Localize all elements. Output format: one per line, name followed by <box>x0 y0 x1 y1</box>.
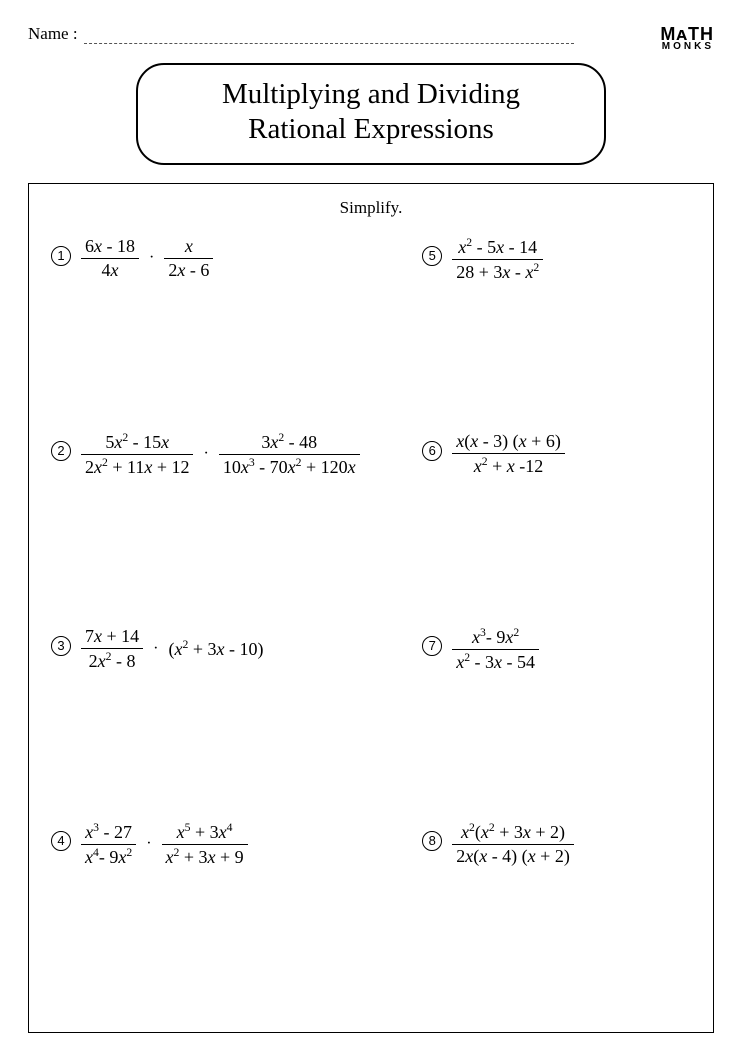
expression: x(x - 3) (x + 6)x2 + x -12 <box>452 431 565 477</box>
multiply-dot: · <box>201 445 210 463</box>
fraction: x2x - 6 <box>164 236 213 281</box>
expression: x2 - 5x - 1428 + 3x - x2 <box>452 236 543 283</box>
title-box: Multiplying and Dividing Rational Expres… <box>136 63 606 165</box>
problem-3: 3 7x + 142x2 - 8 · (x2 + 3x - 10) <box>51 622 422 817</box>
problem-number: 4 <box>51 831 71 851</box>
expression: 5x2 - 15x2x2 + 11x + 12 · 3x2 - 4810x3 -… <box>81 431 360 478</box>
worksheet-box: Simplify. 1 6x - 184x · x2x - 6 5 x2 - 5… <box>28 183 714 1033</box>
problem-8: 8 x2(x2 + 3x + 2)2x(x - 4) (x + 2) <box>422 817 691 1012</box>
problems-grid: 1 6x - 184x · x2x - 6 5 x2 - 5x - 1428 +… <box>51 232 691 1012</box>
problem-2: 2 5x2 - 15x2x2 + 11x + 12 · 3x2 - 4810x3… <box>51 427 422 622</box>
fraction: x2 - 5x - 1428 + 3x - x2 <box>452 236 543 283</box>
term: (x2 + 3x - 10) <box>168 638 263 660</box>
expression: x3 - 27x4- 9x2 · x5 + 3x4x2 + 3x + 9 <box>81 821 248 868</box>
fraction: x3 - 27x4- 9x2 <box>81 821 136 868</box>
problem-7: 7 x3- 9x2x2 - 3x - 54 <box>422 622 691 817</box>
problem-4: 4 x3 - 27x4- 9x2 · x5 + 3x4x2 + 3x + 9 <box>51 817 422 1012</box>
logo: MᴀTH MONKS <box>660 24 714 51</box>
expression: x2(x2 + 3x + 2)2x(x - 4) (x + 2) <box>452 821 574 867</box>
problem-number: 8 <box>422 831 442 851</box>
problem-number: 3 <box>51 636 71 656</box>
name-blank-line[interactable] <box>84 30 574 44</box>
fraction: x(x - 3) (x + 6)x2 + x -12 <box>452 431 565 477</box>
problem-1: 1 6x - 184x · x2x - 6 <box>51 232 422 427</box>
instruction: Simplify. <box>51 198 691 218</box>
multiply-dot: · <box>151 640 160 658</box>
problem-number: 6 <box>422 441 442 461</box>
fraction: 3x2 - 4810x3 - 70x2 + 120x <box>219 431 360 478</box>
name-area: Name : <box>28 24 574 44</box>
expression: x3- 9x2x2 - 3x - 54 <box>452 626 539 673</box>
expression: 6x - 184x · x2x - 6 <box>81 236 213 281</box>
fraction: x2(x2 + 3x + 2)2x(x - 4) (x + 2) <box>452 821 574 867</box>
name-label: Name : <box>28 24 78 44</box>
title-line1: Multiplying and Dividing <box>158 77 584 112</box>
fraction: 7x + 142x2 - 8 <box>81 626 143 672</box>
problem-5: 5 x2 - 5x - 1428 + 3x - x2 <box>422 232 691 427</box>
logo-top: MᴀTH <box>660 26 714 42</box>
fraction: x3- 9x2x2 - 3x - 54 <box>452 626 539 673</box>
title-line2: Rational Expressions <box>158 112 584 147</box>
problem-number: 2 <box>51 441 71 461</box>
expression: 7x + 142x2 - 8 · (x2 + 3x - 10) <box>81 626 263 672</box>
fraction: x5 + 3x4x2 + 3x + 9 <box>162 821 248 868</box>
multiply-dot: · <box>144 835 153 853</box>
fraction: 5x2 - 15x2x2 + 11x + 12 <box>81 431 193 478</box>
header-row: Name : MᴀTH MONKS <box>28 24 714 51</box>
fraction: 6x - 184x <box>81 236 139 281</box>
problem-6: 6 x(x - 3) (x + 6)x2 + x -12 <box>422 427 691 622</box>
multiply-dot: · <box>147 249 156 267</box>
logo-bottom: MONKS <box>660 42 714 51</box>
problem-number: 7 <box>422 636 442 656</box>
problem-number: 1 <box>51 246 71 266</box>
problem-number: 5 <box>422 246 442 266</box>
